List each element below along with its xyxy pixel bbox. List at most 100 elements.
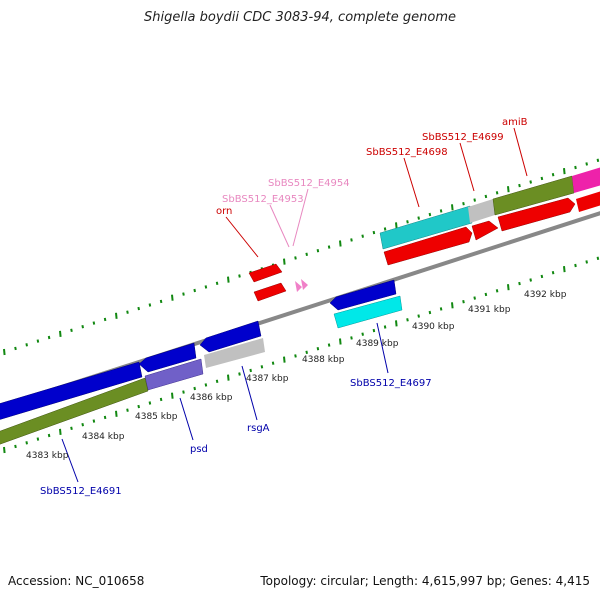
gene-reverse-olive-segment[interactable] [0, 377, 149, 446]
outer-tick [395, 222, 398, 229]
outer-tick [585, 162, 588, 166]
gene-SbBS512-E4954[interactable] [301, 279, 308, 290]
gene-orn-top[interactable] [248, 263, 283, 283]
gene-label-SbBS512-E4691[interactable]: SbBS512_E4691 [40, 486, 122, 497]
inner-tick [193, 386, 196, 391]
inner-tick [215, 379, 219, 383]
scale-label-4390: 4390 kbp [412, 322, 455, 332]
scale-label-4385: 4385 kbp [135, 412, 178, 422]
gene-label-SbBS512-E4699[interactable]: SbBS512_E4699 [422, 132, 504, 143]
gene-orn[interactable] [253, 282, 287, 302]
inner-tick [350, 336, 353, 340]
gene-label-amiB[interactable]: amiB [502, 117, 528, 128]
inner-tick [260, 365, 264, 369]
gene-amiB[interactable] [497, 197, 576, 232]
gene-reverse-upper-b[interactable] [199, 320, 262, 353]
scale-label-4383: 4383 kbp [26, 451, 69, 461]
outer-tick [339, 240, 342, 247]
inner-tick [574, 263, 577, 268]
outer-tick [148, 303, 152, 307]
leader-orn [225, 216, 259, 258]
inner-tick [25, 441, 28, 445]
inner-tick [81, 423, 84, 427]
inner-tick [316, 347, 320, 351]
accession-label: Accession: NC_010658 [8, 574, 145, 588]
outer-tick [372, 230, 376, 235]
outer-tick [103, 317, 107, 322]
inner-tick [3, 446, 6, 454]
gene-rsgA[interactable] [204, 338, 265, 368]
outer-tick [473, 198, 476, 202]
gene-reverse-upper-c[interactable] [138, 342, 197, 373]
gene-SbBS512-E4691[interactable] [0, 361, 143, 421]
inner-tick [294, 354, 297, 358]
inner-tick [159, 397, 163, 402]
inner-tick [283, 356, 286, 363]
outer-tick [70, 328, 73, 332]
inner-tick [518, 281, 521, 286]
inner-tick [271, 361, 275, 365]
outer-tick [361, 234, 364, 238]
inner-tick [92, 419, 96, 423]
gene-psd[interactable] [144, 358, 204, 391]
inner-tick [473, 296, 476, 300]
gene-label-SbBS512-E4697[interactable]: SbBS512_E4697 [350, 378, 432, 389]
leader-SbBS512-E4691 [61, 438, 79, 483]
leader-psd [179, 397, 194, 441]
gene-SbBS512-E4698-rna[interactable] [379, 205, 473, 250]
gene-label-SbBS512-E4953[interactable]: SbBS512_E4953 [222, 194, 304, 205]
gene-label-SbBS512-E4954[interactable]: SbBS512_E4954 [268, 178, 350, 189]
gene-SbBS512-E4697[interactable] [333, 295, 403, 329]
inner-tick [327, 343, 331, 347]
outer-tick [36, 339, 40, 343]
inner-tick [103, 415, 107, 420]
outer-tick [484, 194, 488, 199]
outer-tick [439, 209, 443, 213]
gene-label-orn[interactable]: orn [216, 206, 232, 217]
outer-tick [406, 220, 409, 224]
inner-tick [70, 426, 73, 430]
inner-tick [171, 392, 174, 399]
gene-label-psd[interactable]: psd [190, 444, 208, 455]
outer-tick [529, 180, 532, 184]
inner-tick [462, 300, 465, 304]
gene-forward-right-edge[interactable] [576, 190, 600, 212]
inner-tick [451, 302, 454, 309]
inner-tick [36, 437, 40, 441]
outer-tick [25, 343, 28, 347]
outer-tick [137, 306, 140, 311]
gene-reverse-upper-a[interactable] [329, 279, 397, 311]
inner-tick [563, 266, 566, 273]
gene-SbBS512-E4699[interactable] [471, 220, 499, 241]
outer-tick [417, 216, 420, 220]
scale-label-4386: 4386 kbp [190, 393, 233, 403]
inner-tick [507, 284, 510, 291]
gene-magenta-segment[interactable] [572, 166, 600, 193]
scale-label-4388: 4388 kbp [302, 355, 345, 365]
gene-SbBS512-E4953[interactable] [295, 281, 302, 292]
gene-label-rsgA[interactable]: rsgA [247, 423, 270, 434]
outer-tick [3, 348, 6, 356]
inner-tick [115, 410, 118, 417]
scale-label-4392: 4392 kbp [524, 290, 567, 300]
outer-tick [227, 276, 230, 283]
leader-rsgA [241, 365, 258, 421]
outer-tick [159, 299, 163, 304]
outer-tick [81, 325, 84, 329]
leader-SbBS512-E4953 [269, 204, 290, 248]
outer-tick [92, 321, 96, 325]
outer-tick [518, 183, 521, 188]
inner-tick [383, 325, 387, 329]
leader-SbBS512-E4697 [376, 322, 389, 374]
gene-label-SbBS512-E4698[interactable]: SbBS512_E4698 [366, 147, 448, 158]
gene-SbBS512-E4699-grey[interactable] [468, 199, 495, 223]
outer-tick [327, 245, 331, 249]
outer-tick [47, 335, 51, 340]
gene-SbBS512-E4698[interactable] [383, 226, 473, 266]
inner-tick [126, 408, 129, 412]
outer-tick [193, 288, 196, 293]
inner-tick [428, 310, 432, 315]
inner-tick [148, 401, 152, 405]
inner-tick [551, 271, 555, 275]
